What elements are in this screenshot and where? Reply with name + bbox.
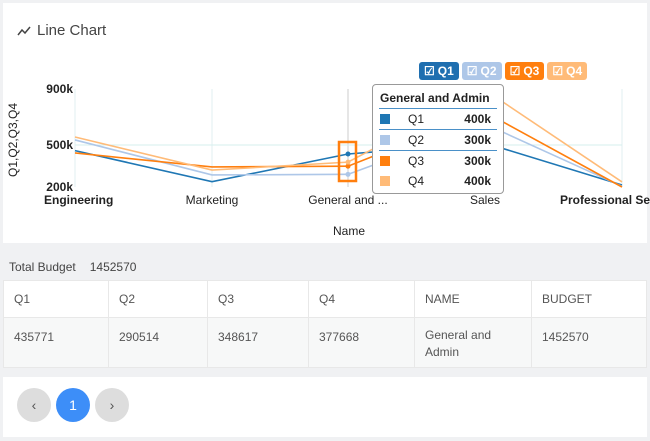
tooltip-series: Q2 (408, 133, 425, 147)
y-tick-label: 900k (46, 82, 73, 96)
legend-item-Q1[interactable]: ☑ Q1 (419, 62, 459, 80)
total-budget-value: 1452570 (89, 260, 137, 274)
chart-card: Line Chart (3, 3, 647, 243)
tooltip-value: 400k (464, 174, 491, 188)
data-point-Q2 (345, 171, 351, 177)
col-q1[interactable]: Q1 (3, 280, 109, 318)
y-tick-label: 200k (46, 180, 73, 194)
checkbox-icon: ☑ (509, 64, 521, 78)
tooltip: General and Admin Q1 400k Q2 300k Q3 300k Q4 40… (372, 84, 504, 194)
tooltip-series: Q3 (408, 154, 425, 168)
checkbox-icon: ☑ (552, 64, 564, 78)
legend-label: Q2 (480, 64, 497, 78)
next-page-button[interactable]: › (95, 388, 129, 422)
tooltip-row: Q3 300k (379, 151, 497, 171)
line-chart-icon (17, 26, 31, 35)
data-point-Q1 (345, 151, 351, 157)
legend-item-Q3[interactable]: ☑ Q3 (504, 62, 545, 80)
x-tick-label: General and ... (308, 193, 387, 207)
page-1-button[interactable]: 1 (56, 388, 90, 422)
cell-q4: 377668 (308, 317, 415, 368)
tooltip-value: 300k (464, 154, 491, 168)
tooltip-title: General and Admin (379, 85, 497, 109)
x-tick-label: Marketing (186, 193, 239, 207)
prev-page-button[interactable]: ‹ (17, 388, 51, 422)
legend-item-Q4[interactable]: ☑ Q4 (547, 62, 588, 80)
col-q2[interactable]: Q2 (108, 280, 208, 318)
tooltip-row: Q2 300k (379, 130, 497, 151)
tooltip-row: Q1 400k (379, 109, 497, 130)
legend-label: Q4 (566, 64, 583, 78)
col-q3[interactable]: Q3 (207, 280, 309, 318)
checkbox-icon: ☑ (424, 64, 435, 78)
x-tick-label: Sales (470, 193, 500, 207)
checkbox-icon: ☑ (466, 64, 478, 78)
col-name[interactable]: NAME (414, 280, 532, 318)
legend-label: Q3 (523, 64, 540, 78)
table-row[interactable]: 435771 290514 348617 377668 General and … (3, 317, 647, 368)
table-header-row: Q1 Q2 Q3 Q4 NAME BUDGET (3, 280, 647, 318)
total-budget: Total Budget 1452570 (9, 260, 136, 274)
series-swatch (380, 135, 390, 145)
col-q4[interactable]: Q4 (308, 280, 415, 318)
series-swatch (380, 176, 390, 186)
data-point-Q3 (345, 163, 351, 169)
chart-title-text: Line Chart (37, 22, 107, 39)
pagination: ‹ 1 › (3, 377, 647, 437)
legend-item-Q2[interactable]: ☑ Q2 (461, 62, 502, 80)
cell-q2: 290514 (108, 317, 208, 368)
y-axis-label: Q1,Q2,Q3,Q4 (6, 103, 20, 177)
series-swatch (380, 114, 390, 124)
data-table: Q1 Q2 Q3 Q4 NAME BUDGET 435771 290514 34… (3, 280, 647, 368)
tooltip-value: 400k (464, 112, 491, 126)
tooltip-row: Q4 400k (379, 171, 497, 191)
legend-label: Q1 (437, 64, 454, 78)
y-tick-label: 500k (46, 138, 73, 152)
hover-highlight (337, 140, 358, 183)
cell-name: General and Admin (414, 317, 532, 368)
x-tick-label: Engineering (44, 193, 113, 207)
x-axis-label: Name (333, 224, 365, 238)
total-budget-label: Total Budget (9, 260, 76, 274)
col-budget[interactable]: BUDGET (531, 280, 647, 318)
data-point-Q4 (345, 159, 351, 165)
tooltip-series: Q4 (408, 174, 425, 188)
cell-q1: 435771 (3, 317, 109, 368)
series-swatch (380, 156, 390, 166)
tooltip-value: 300k (464, 133, 491, 147)
x-tick-label: Professional Se (560, 193, 650, 207)
chart-title: Line Chart (17, 22, 106, 39)
cell-q3: 348617 (207, 317, 309, 368)
cell-budget: 1452570 (531, 317, 647, 368)
tooltip-series: Q1 (408, 112, 425, 126)
legend: ☑ Q1 ☑ Q2 ☑ Q3 ☑ Q4 (419, 62, 588, 80)
